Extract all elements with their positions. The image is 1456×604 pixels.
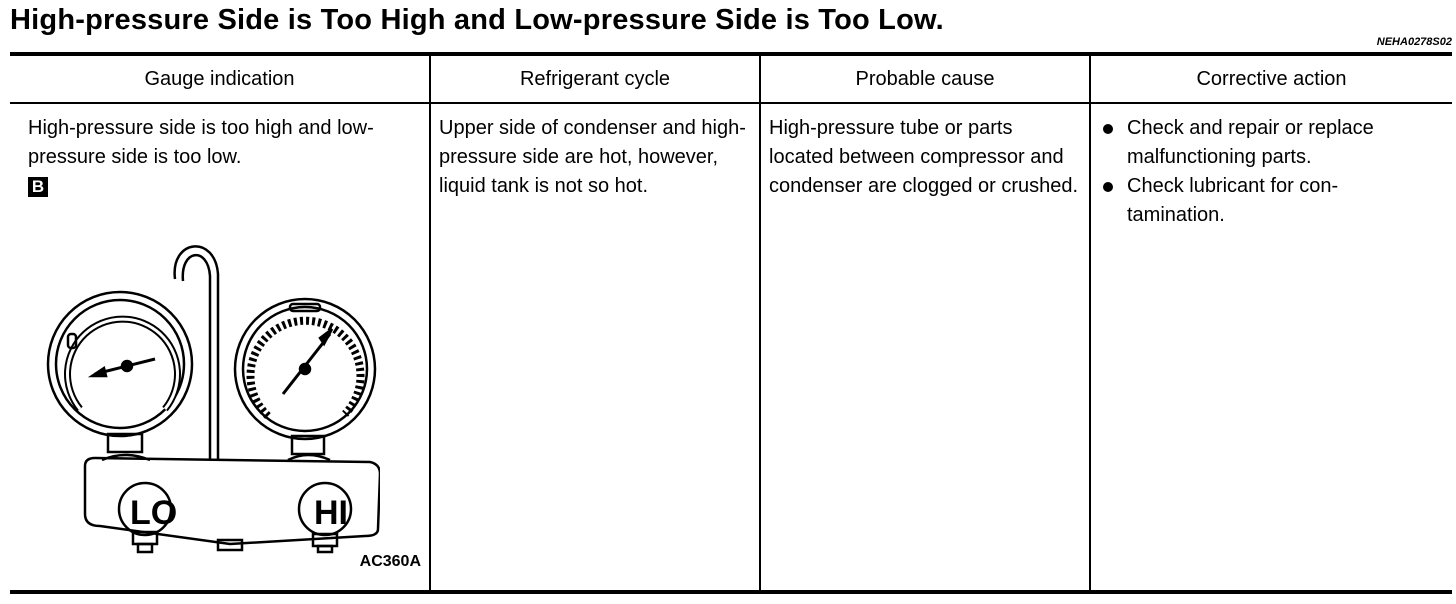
table-header-row: Gauge indication Refrigerant cycle Proba… <box>10 56 1452 104</box>
header-refrigerant-cycle: Refrigerant cycle <box>429 56 760 104</box>
bottom-rule <box>10 590 1452 594</box>
table-row: High-pressure side is too high and low-p… <box>10 103 1452 590</box>
diagnosis-table: Gauge indication Refrigerant cycle Proba… <box>10 56 1452 590</box>
header-corrective-action: Corrective action <box>1089 56 1452 104</box>
document-code: NEHA0278S02 <box>1376 36 1452 48</box>
badge-b: B <box>28 177 48 197</box>
cell-gauge-indication: High-pressure side is too high and low-p… <box>10 103 430 590</box>
header-probable-cause: Probable cause <box>759 56 1090 104</box>
list-item: Check lubricant for con-tamination. <box>1099 172 1392 230</box>
cell-probable-cause: High-pressure tube or parts located betw… <box>759 103 1090 590</box>
cell-corrective-action: Check and repair or replace malfunctioni… <box>1089 103 1452 590</box>
list-item: Check and repair or replace malfunctioni… <box>1099 114 1392 172</box>
lo-label: LO <box>130 494 178 532</box>
page-title: High-pressure Side is Too High and Low-p… <box>10 4 944 36</box>
corrective-action-list: Check and repair or replace malfunctioni… <box>1099 114 1392 230</box>
manifold-gauge-illustration <box>46 245 380 554</box>
hi-label: HI <box>314 494 348 532</box>
gauge-indication-text: High-pressure side is too high and low-p… <box>28 117 374 168</box>
header-gauge-indication: Gauge indication <box>10 56 430 104</box>
cell-refrigerant-cycle: Upper side of condenser and high-pressur… <box>429 103 760 590</box>
figure-label: AC360A <box>359 553 421 570</box>
top-rule <box>10 52 1452 56</box>
